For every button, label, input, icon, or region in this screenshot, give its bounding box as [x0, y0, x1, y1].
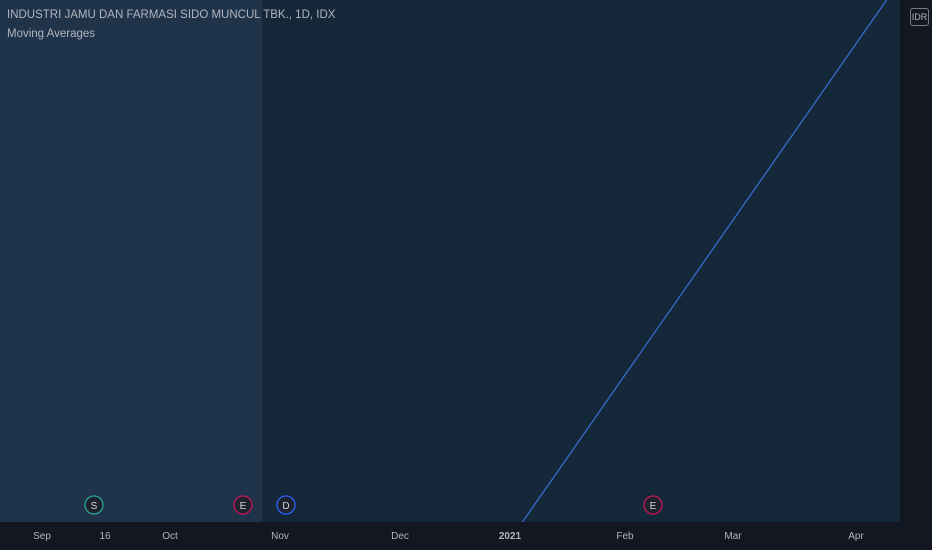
- time-axis[interactable]: Sep 16 Oct Nov Dec 2021 Feb Mar Apr: [0, 522, 932, 550]
- zone-lower: [262, 0, 900, 523]
- event-marker: [643, 495, 663, 515]
- event-marker: [233, 495, 253, 515]
- indicator-label[interactable]: Moving Averages: [7, 28, 96, 40]
- event-marker-letter: E: [240, 501, 247, 512]
- time-tick: Mar: [724, 531, 742, 542]
- time-tick: 16: [99, 531, 111, 542]
- time-tick: Feb: [616, 531, 634, 542]
- price-axis[interactable]: 9208808408007607206806406005605207907607…: [900, 0, 932, 550]
- lower-trendline: [504, 0, 888, 548]
- time-tick: Sep: [33, 531, 51, 542]
- highlight-zone-left: [0, 0, 262, 522]
- time-tick: Nov: [271, 531, 289, 542]
- time-tick: Oct: [162, 531, 178, 542]
- currency-badge[interactable]: IDR: [910, 8, 929, 26]
- event-marker-letter: S: [91, 501, 98, 512]
- event-marker: [84, 495, 104, 515]
- event-marker-letter: D: [282, 501, 289, 512]
- event-marker: [276, 495, 296, 515]
- symbol-title: INDUSTRI JAMU DAN FARMASI SIDO MUNCUL TB…: [7, 9, 336, 21]
- time-tick: Dec: [391, 531, 409, 542]
- event-marker-letter: E: [650, 501, 657, 512]
- price-axis-bg: [900, 0, 932, 550]
- time-tick: Apr: [848, 531, 864, 542]
- zones-layer: [0, 0, 900, 523]
- time-axis-bg: [0, 522, 932, 550]
- time-tick: 2021: [499, 531, 522, 542]
